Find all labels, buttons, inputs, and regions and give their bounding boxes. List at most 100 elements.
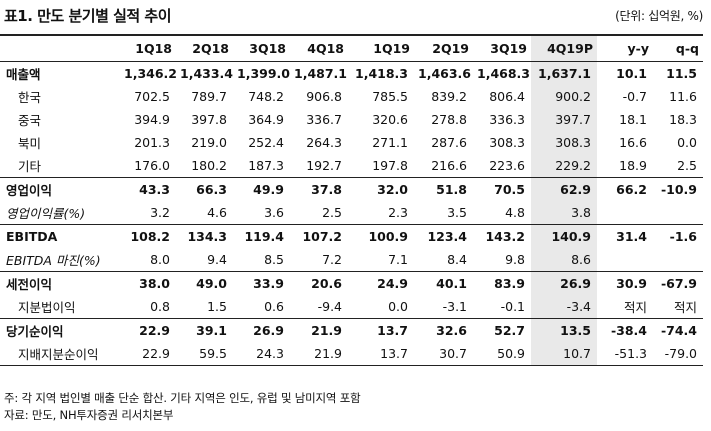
table-cell: 26.9 [531, 271, 597, 295]
table-cell: 1,346.2 [124, 66, 176, 81]
table-cell: 37.8 [290, 177, 348, 201]
table-cell: 336.7 [306, 112, 342, 127]
row-label: 당기순이익 [0, 318, 120, 342]
table-cell: 219.0 [191, 135, 227, 150]
table-cell: 8.0 [150, 252, 170, 267]
table-cell: 9.8 [505, 252, 525, 267]
column-header: 4Q19P [531, 34, 597, 62]
column-header: 2Q19 [414, 34, 473, 62]
table-cell: 1.5 [207, 299, 227, 314]
table-cell: 52.7 [473, 318, 531, 342]
table-cell: 1,399.0 [237, 66, 290, 81]
table-cell: 187.3 [248, 158, 284, 173]
table-cell: 3.6 [264, 205, 284, 220]
table-row: 당기순이익 22.9 39.1 26.9 21.9 13.7 32.6 52.7 13.5 -38… [0, 318, 703, 342]
table-row: 북미 201.3 219.0 252.4 264.3 271.1 287.6 308.3 308… [0, 131, 703, 154]
table-cell: 108.2 [120, 224, 176, 248]
table-cell: 197.8 [372, 158, 408, 173]
table-cell: 180.2 [191, 158, 227, 173]
table-cell: 192.7 [306, 158, 342, 173]
table-cell: 40.1 [414, 271, 473, 295]
table-cell [653, 201, 703, 225]
table-cell: 1,487.1 [294, 66, 347, 81]
table-cell: 3.5 [447, 205, 467, 220]
table-cell: 229.2 [531, 154, 597, 178]
table-cell: 18.1 [619, 112, 647, 127]
table-cell: 0.0 [677, 135, 697, 150]
table-cell: 22.9 [120, 342, 176, 366]
row-label: 매출액 [6, 67, 41, 82]
table-cell: 2.3 [388, 205, 408, 220]
column-header: 4Q18 [290, 34, 348, 62]
table-row: 영업이익률(%) 3.2 4.6 3.6 2.5 2.3 3.5 4.8 3.8 [0, 201, 703, 225]
table-cell: 20.6 [290, 271, 348, 295]
table-cell: 201.3 [134, 135, 170, 150]
header-row: 1Q18 2Q18 3Q18 4Q18 1Q19 2Q19 3Q19 4Q19P y-y q-q [0, 34, 703, 62]
table-cell: 30.7 [414, 342, 473, 366]
row-label: 북미 [18, 136, 42, 151]
row-label: 세전이익 [0, 271, 120, 295]
table-cell: 18.9 [619, 158, 647, 173]
table-cell: 적지 [673, 300, 697, 315]
table-cell: 839.2 [431, 89, 467, 104]
table-cell: 70.5 [473, 177, 531, 201]
table-cell: -1.6 [653, 224, 703, 248]
table-cell: 11.6 [669, 89, 697, 104]
table-cell: 394.9 [134, 112, 170, 127]
table-cell: 308.3 [489, 135, 525, 150]
table-cell: 49.0 [176, 271, 233, 295]
table-row: 지배지분순이익 22.9 59.5 24.3 21.9 13.7 30.7 50.9 10.7-… [0, 342, 703, 366]
table-cell: 123.4 [414, 224, 473, 248]
table-cell: 10.7 [531, 342, 597, 366]
table-cell: 1,468.3 [477, 66, 530, 81]
table-cell: 4.6 [207, 205, 227, 220]
table-cell: 364.9 [248, 112, 284, 127]
table-cell: 320.6 [372, 112, 408, 127]
table-cell: 806.4 [489, 89, 525, 104]
table-cell: 789.7 [191, 89, 227, 104]
table-cell: 30.9 [597, 271, 653, 295]
table-row: 지분법이익 0.8 1.5 0.6 -9.4 0.0 -3.1 -0.1 -3.4 적지 적지 [0, 295, 703, 319]
table-cell: 18.3 [669, 112, 697, 127]
table-cell: 62.9 [531, 177, 597, 201]
table-row: EBITDA 마진(%) 8.0 9.4 8.5 7.2 7.1 8.4 9.8 8.6 [0, 248, 703, 272]
table-cell: -0.7 [622, 89, 647, 104]
table-cell: 13.7 [348, 318, 414, 342]
table-cell: 83.9 [473, 271, 531, 295]
row-label: 중국 [18, 113, 42, 128]
row-label: EBITDA 마진(%) [6, 253, 101, 268]
row-label: 지분법이익 [18, 300, 76, 315]
table-title: 표1. 만도 분기별 실적 추이 [4, 7, 172, 25]
table-cell: 906.8 [306, 89, 342, 104]
footnote-data-source: 자료: 만도, NH투자증권 리서치본부 [4, 408, 174, 422]
table-cell: 24.9 [348, 271, 414, 295]
earnings-table: 1Q18 2Q18 3Q18 4Q18 1Q19 2Q19 3Q19 4Q19P y-y q-q … [0, 34, 703, 366]
table-cell: -79.0 [653, 342, 703, 366]
table-cell: 31.4 [597, 224, 653, 248]
table-cell: 8.5 [264, 252, 284, 267]
table-row: 영업이익 43.3 66.3 49.9 37.8 32.0 51.8 70.5 62.9 66.2… [0, 177, 703, 201]
table-cell: 336.3 [489, 112, 525, 127]
table-cell: 59.5 [176, 342, 233, 366]
table-cell: 3.2 [150, 205, 170, 220]
table-cell: -38.4 [597, 318, 653, 342]
row-label: 한국 [18, 90, 42, 105]
table-cell: 308.3 [531, 131, 597, 154]
table-cell: 11.5 [666, 66, 697, 81]
column-header: 1Q18 [120, 34, 176, 62]
table-cell: 271.1 [372, 135, 408, 150]
table-row: 중국 394.9 397.8 364.9 336.7 320.6 278.8 336.3 397… [0, 108, 703, 131]
unit-label: (단위: 십억원, %) [615, 9, 703, 23]
table-cell: 8.6 [531, 248, 597, 272]
table-cell: 3.8 [531, 201, 597, 225]
table-cell: 748.2 [248, 89, 284, 104]
table-cell: -67.9 [653, 271, 703, 295]
table-cell: 900.2 [531, 85, 597, 108]
table-cell: 4.8 [505, 205, 525, 220]
table-cell: -10.9 [653, 177, 703, 201]
table-cell: 66.2 [597, 177, 653, 201]
table-cell: 1,418.3 [355, 66, 408, 81]
table-cell: -3.1 [442, 299, 467, 314]
row-label: 지배지분순이익 [0, 342, 120, 366]
table-cell: 264.3 [306, 135, 342, 150]
